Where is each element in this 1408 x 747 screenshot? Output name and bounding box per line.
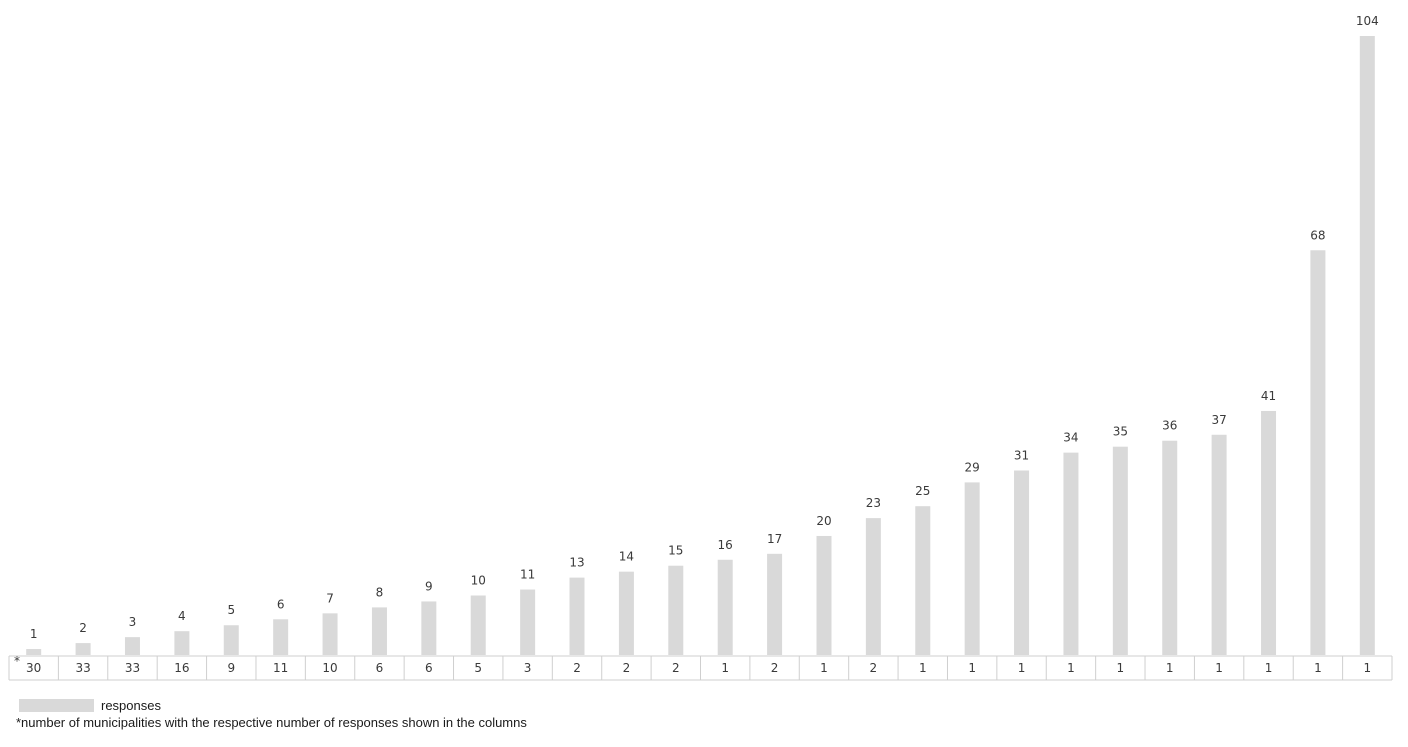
legend-item-responses: responses (16, 697, 716, 714)
bar-value-label: 35 (1113, 425, 1128, 439)
table-cell: 33 (75, 661, 90, 675)
bar (26, 649, 42, 655)
legend: responses *number of municipalities with… (16, 697, 716, 730)
table-cell: 1 (1117, 661, 1125, 675)
bar (569, 577, 585, 655)
bar-value-label: 15 (668, 544, 683, 558)
bar (124, 637, 140, 655)
bar-value-label: 9 (425, 579, 433, 593)
legend-swatch (19, 699, 94, 712)
table-cell: 1 (1215, 661, 1223, 675)
table-cell: 2 (573, 661, 581, 675)
footnote: *number of municipalities with the respe… (16, 715, 527, 730)
table-cell: 1 (820, 661, 828, 675)
bar-value-label: 4 (178, 609, 186, 623)
bar-value-label: 23 (866, 496, 881, 510)
bar-value-label: 104 (1356, 14, 1379, 28)
bar-value-label: 31 (1014, 448, 1029, 462)
bar (964, 482, 980, 655)
bar (371, 607, 387, 655)
table-cell: 11 (273, 661, 288, 675)
bar (1359, 36, 1375, 655)
bar (1112, 446, 1128, 655)
bar (520, 589, 536, 655)
bar (1162, 440, 1178, 655)
table-cell: 1 (1314, 661, 1322, 675)
table-cell: 1 (1018, 661, 1026, 675)
table-cell: 6 (376, 661, 384, 675)
bar (1211, 434, 1227, 655)
bar-value-label: 5 (227, 603, 235, 617)
bar-value-label: 14 (619, 550, 634, 564)
bar (915, 506, 931, 655)
bar-value-label: 41 (1261, 389, 1276, 403)
bar (174, 631, 190, 655)
table-cell: 9 (227, 661, 235, 675)
bar (767, 553, 783, 655)
bar (1063, 452, 1079, 655)
table-cell: 30 (26, 661, 41, 675)
bar-value-label: 20 (816, 514, 831, 528)
bar (322, 613, 338, 655)
table-cell: 2 (771, 661, 779, 675)
bar-value-label: 11 (520, 568, 535, 582)
bar-value-label: 6 (277, 597, 285, 611)
table-cell: 1 (1067, 661, 1075, 675)
table-marker: * (14, 654, 20, 668)
bar (470, 595, 486, 655)
bar (1310, 250, 1326, 655)
bar-value-label: 2 (79, 621, 87, 635)
bar-value-label: 8 (376, 585, 384, 599)
table-cell: 33 (125, 661, 140, 675)
table-cell: 6 (425, 661, 433, 675)
bar-value-label: 16 (718, 538, 733, 552)
municipalities-table: * 30 33 33 16 9 11 10 6 6 5 3 2 2 2 1 2 1 2 1 1 1 1 1 1 1 1 1 1 (8, 654, 1393, 681)
bar (717, 559, 733, 655)
bar (421, 601, 437, 655)
table-cell: 2 (672, 661, 680, 675)
legend-label: responses (101, 698, 161, 713)
table-cell: 1 (1265, 661, 1273, 675)
bar (1261, 410, 1277, 655)
bar (273, 619, 289, 655)
bar-value-label: 34 (1063, 431, 1078, 445)
bar (1014, 470, 1030, 655)
bar-value-label: 13 (569, 556, 584, 570)
bar (668, 565, 684, 655)
bar-value-label: 29 (965, 460, 980, 474)
bar (223, 625, 239, 655)
table-cell: 10 (322, 661, 337, 675)
bar-value-label: 37 (1211, 413, 1226, 427)
bar-value-label: 7 (326, 591, 334, 605)
table-cell: 1 (1166, 661, 1174, 675)
bars-group (26, 36, 1375, 655)
table-cell: 5 (474, 661, 482, 675)
table-cell: 1 (919, 661, 927, 675)
table-cell: 1 (968, 661, 976, 675)
bar-value-label: 68 (1310, 228, 1325, 242)
bar-value-label: 3 (129, 615, 137, 629)
bar-value-label: 1 (30, 627, 38, 641)
bar-value-label: 17 (767, 532, 782, 546)
table-cell: 16 (174, 661, 189, 675)
table-cell: 1 (721, 661, 729, 675)
bar-value-label: 36 (1162, 419, 1177, 433)
bar (865, 518, 881, 655)
bar-value-label: 25 (915, 484, 930, 498)
bar-value-label: 10 (471, 573, 486, 587)
bar (816, 535, 832, 655)
table-cell: 2 (870, 661, 878, 675)
table-cell: 1 (1363, 661, 1371, 675)
table-cell: 2 (623, 661, 631, 675)
bar (75, 643, 91, 655)
bar (618, 571, 634, 655)
table-cell: 3 (524, 661, 532, 675)
